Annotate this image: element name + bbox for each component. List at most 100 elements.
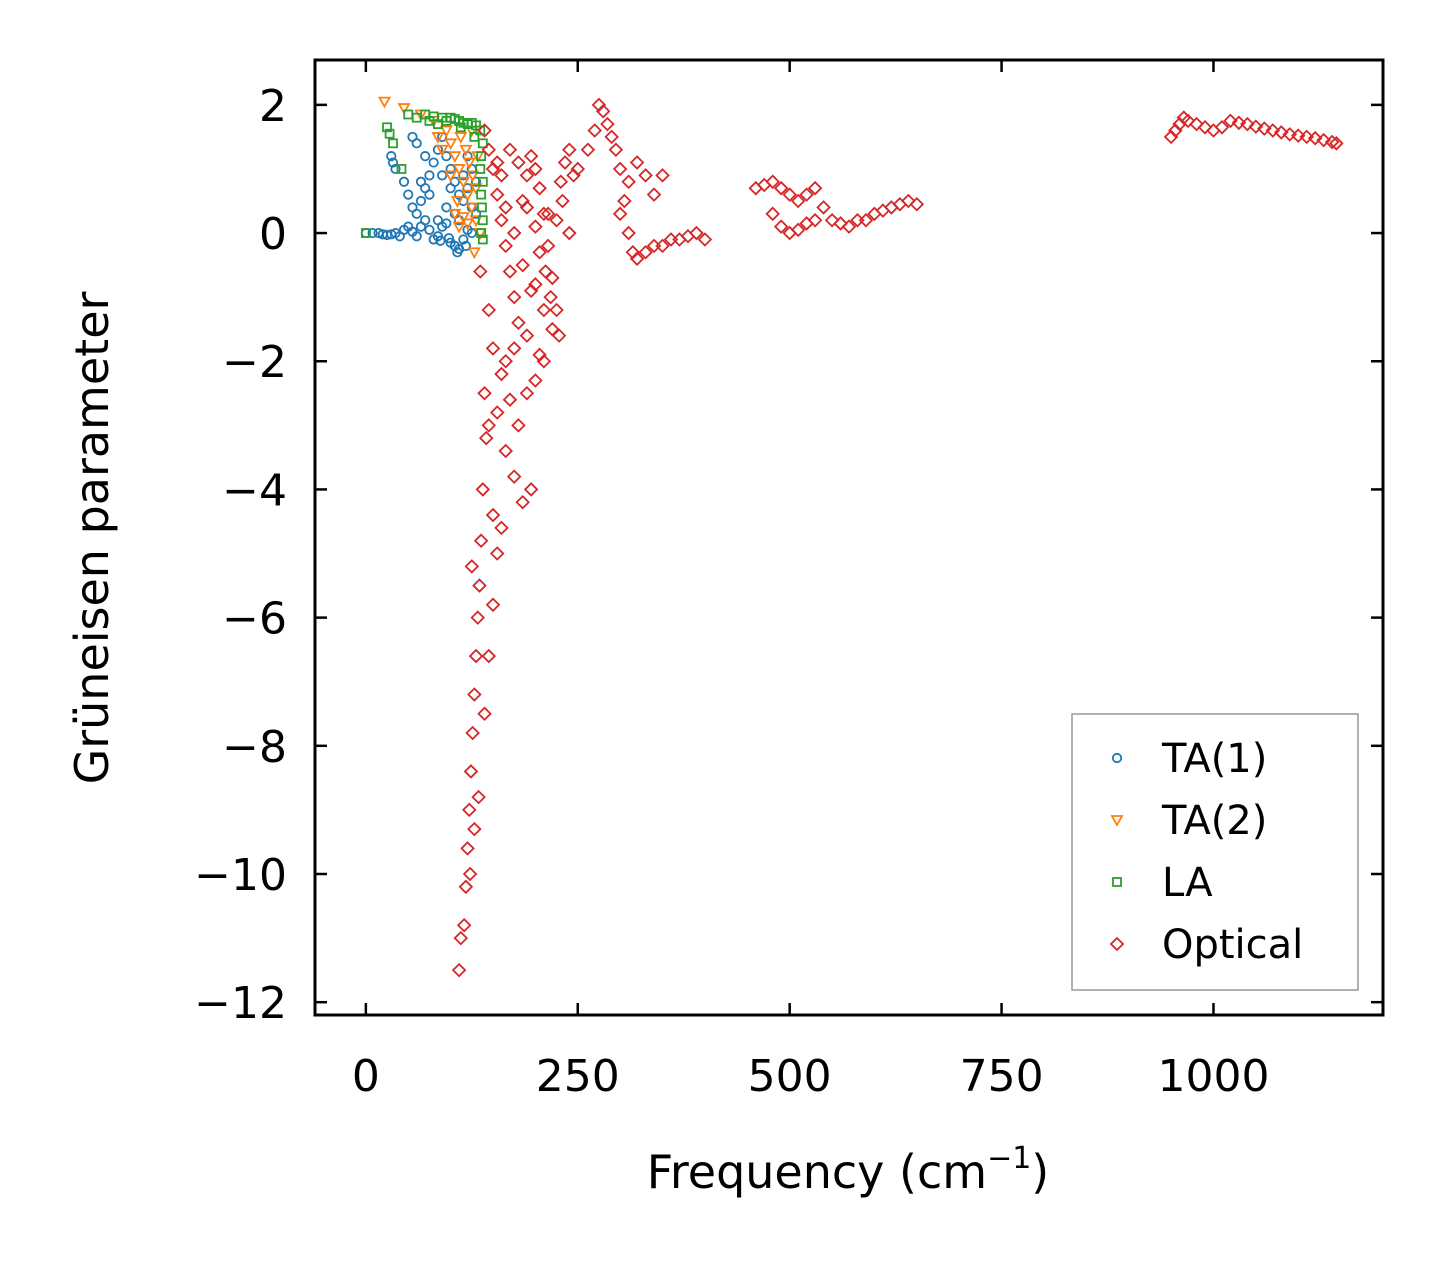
data-point <box>485 507 501 523</box>
x-tick-label: 500 <box>748 1051 832 1102</box>
data-point <box>443 233 455 244</box>
data-point <box>469 183 483 196</box>
data-point <box>424 224 435 235</box>
y-tick-label: −12 <box>194 978 287 1029</box>
legend-marker <box>1109 936 1125 952</box>
data-point <box>646 187 662 202</box>
data-point <box>461 802 477 818</box>
data-point <box>901 193 916 209</box>
data-point <box>532 347 547 363</box>
data-point <box>468 648 484 664</box>
data-point <box>477 138 488 149</box>
data-point <box>528 161 543 177</box>
data-point <box>489 546 505 561</box>
series-la <box>360 109 488 245</box>
x-tick-label: 0 <box>352 1051 380 1102</box>
data-point <box>452 221 466 234</box>
data-point <box>689 225 704 241</box>
data-point <box>617 193 632 209</box>
data-point <box>477 123 492 138</box>
data-point <box>570 161 586 177</box>
data-point <box>790 222 806 238</box>
data-point <box>1189 116 1204 132</box>
data-point <box>655 168 670 183</box>
data-point <box>481 142 497 158</box>
data-point <box>1329 136 1344 151</box>
data-point <box>549 302 564 318</box>
data-point <box>476 189 487 200</box>
data-point <box>477 706 492 722</box>
data-point <box>471 789 486 805</box>
series-optical <box>451 97 1344 978</box>
data-point <box>523 283 539 299</box>
data-point <box>489 405 505 420</box>
data-point <box>420 215 431 226</box>
data-point <box>498 200 513 215</box>
data-point <box>462 866 478 882</box>
series-layer <box>360 96 1344 978</box>
data-point <box>562 142 577 158</box>
y-tick-label: −8 <box>222 722 287 773</box>
data-point <box>494 366 509 382</box>
data-point <box>562 225 577 241</box>
data-point <box>415 195 427 207</box>
data-point <box>494 168 509 183</box>
data-point <box>515 257 530 273</box>
data-point <box>460 240 471 251</box>
data-point <box>452 247 463 258</box>
data-point <box>489 155 505 170</box>
data-point <box>411 231 422 242</box>
y-tick-label: −6 <box>222 594 287 645</box>
y-tick-label: −10 <box>194 850 287 901</box>
data-point <box>458 234 469 245</box>
data-point <box>456 917 472 933</box>
data-point <box>477 176 488 187</box>
data-point <box>506 341 522 356</box>
data-point <box>453 930 469 946</box>
data-point <box>612 161 628 177</box>
data-point <box>478 430 494 446</box>
data-point <box>858 212 874 228</box>
data-point <box>519 328 535 343</box>
data-point <box>1168 123 1183 138</box>
legend-item: LA <box>1112 860 1213 906</box>
data-point <box>545 321 560 337</box>
data-point <box>448 208 462 221</box>
data-point <box>428 157 439 168</box>
ticks-layer: 0 250 500 750 1000 2 0 −2 −4 −6 −8 −10 −12 <box>194 60 1383 1102</box>
data-point <box>604 129 619 145</box>
data-point <box>1163 129 1179 145</box>
y-axis-label: Grüneisen parameter <box>65 291 119 784</box>
data-point <box>536 302 552 318</box>
data-point <box>466 170 480 183</box>
data-point <box>384 128 395 139</box>
data-point <box>467 821 482 837</box>
y-tick-label: −4 <box>222 465 287 516</box>
data-point <box>841 219 857 234</box>
legend-label: TA(1) <box>1161 736 1267 782</box>
data-point <box>475 164 486 174</box>
data-point <box>456 176 470 189</box>
data-point <box>459 144 473 157</box>
data-point <box>388 138 398 149</box>
data-point <box>1316 132 1331 148</box>
data-point <box>445 183 456 194</box>
data-point <box>591 97 607 113</box>
data-point <box>528 373 543 388</box>
data-point <box>555 193 570 209</box>
data-point <box>387 157 399 168</box>
data-point <box>816 200 831 215</box>
data-point <box>485 161 501 177</box>
data-point <box>638 168 653 183</box>
data-point <box>477 215 488 226</box>
data-point <box>382 122 392 133</box>
data-point <box>465 725 480 741</box>
data-point <box>455 122 466 133</box>
data-point <box>523 482 539 497</box>
data-point <box>1307 130 1323 146</box>
data-point <box>470 176 482 187</box>
data-point <box>403 189 414 200</box>
data-point <box>580 142 596 158</box>
data-point <box>476 228 487 238</box>
